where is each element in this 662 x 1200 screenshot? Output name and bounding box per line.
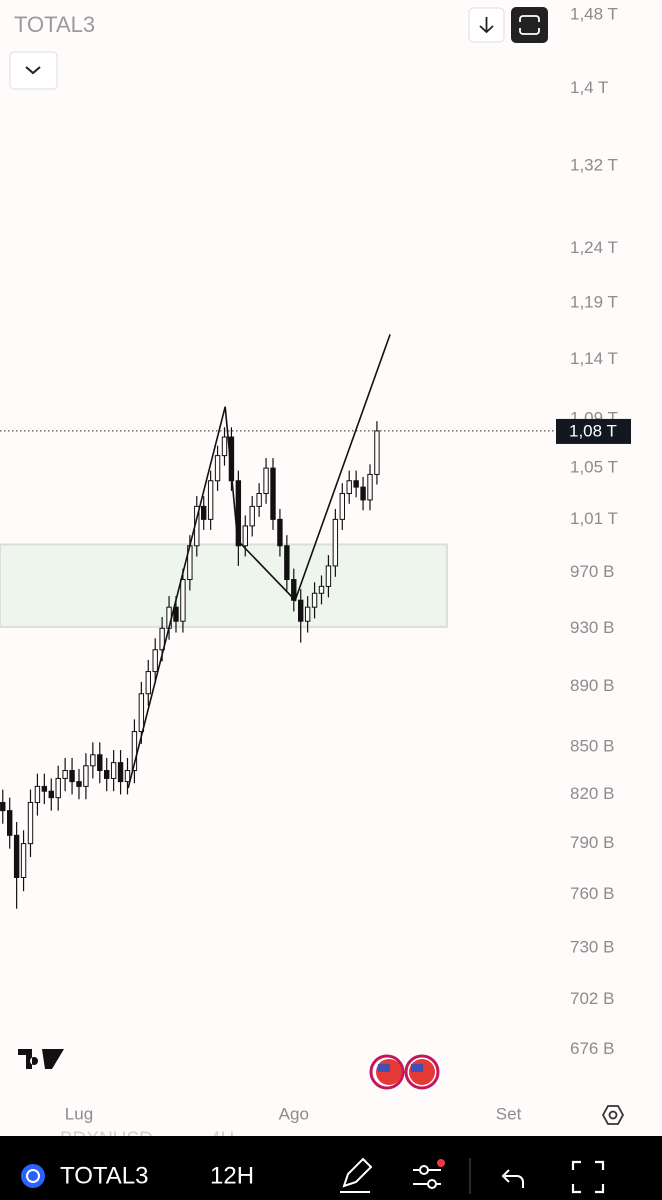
candle-body: [249, 505, 255, 527]
y-tick-label: 930 B: [570, 618, 614, 637]
candle-body: [55, 777, 61, 799]
tradingview-logo: [18, 1049, 64, 1069]
candle-body: [145, 671, 151, 695]
candle-body: [159, 627, 165, 651]
y-tick-label: 850 B: [570, 736, 614, 755]
candle-body: [76, 781, 82, 787]
candle-body: [62, 770, 68, 779]
candle-body: [339, 492, 345, 520]
y-tick-label: 1,14 T: [570, 349, 618, 368]
symbol-label: TOTAL3: [14, 12, 95, 37]
support-zone: [0, 543, 448, 628]
candle-body: [242, 525, 248, 547]
candle-body: [367, 473, 373, 501]
candle-body: [97, 754, 103, 772]
y-tick-label: 1,19 T: [570, 292, 618, 311]
candle-body: [214, 455, 221, 482]
candle-body: [83, 765, 89, 787]
y-tick-label: 1,05 T: [570, 458, 618, 477]
y-tick-label: 760 B: [570, 884, 614, 903]
y-tick-label: 970 B: [570, 562, 614, 581]
candle-body: [27, 802, 34, 845]
dropdown-button[interactable]: [9, 51, 58, 90]
x-tick-label: Ago: [279, 1104, 309, 1123]
candle-body: [138, 693, 145, 733]
y-tick-label: 702 B: [570, 989, 614, 1008]
y-tick-label: 1,32 T: [570, 156, 618, 175]
candle-body: [0, 802, 6, 812]
download-button[interactable]: [468, 7, 505, 43]
candle-body: [235, 480, 242, 547]
candle-body: [353, 480, 359, 488]
settings-button[interactable]: [601, 1105, 625, 1125]
candle-body: [104, 770, 110, 779]
candle-body: [201, 505, 207, 520]
toolbar-interval[interactable]: 12H: [210, 1162, 254, 1189]
candle-body: [360, 486, 366, 501]
candle-body: [173, 606, 179, 622]
candle-body: [284, 545, 290, 581]
candle-body: [270, 467, 276, 520]
event-flags[interactable]: [369, 1054, 440, 1090]
fullscreen-button[interactable]: [511, 7, 548, 43]
y-tick-label: 730 B: [570, 937, 614, 956]
candle-body: [304, 606, 311, 622]
candle-body: [110, 762, 117, 779]
candle-body: [277, 518, 283, 547]
candle-body: [20, 843, 27, 878]
candle-body: [7, 810, 13, 836]
candle-body: [374, 430, 380, 475]
last-price-label: 1,08 T: [569, 421, 617, 440]
undo-button[interactable]: [501, 1169, 524, 1188]
draw-button[interactable]: [340, 1157, 373, 1193]
candle-body: [207, 480, 214, 520]
plot: [0, 334, 555, 909]
toolbar-symbol[interactable]: TOTAL3: [60, 1162, 148, 1189]
candle-body: [318, 585, 325, 594]
candle-body: [152, 649, 158, 673]
candle-body: [48, 790, 54, 799]
candle-body: [298, 599, 304, 622]
candle-body: [34, 785, 41, 804]
candle-body: [221, 436, 228, 457]
candle-body: [41, 785, 48, 792]
candle-body: [13, 834, 20, 878]
y-tick-label: 1,48 T: [570, 5, 618, 24]
candle-body: [69, 770, 75, 783]
fullscreen-toggle[interactable]: [571, 1160, 605, 1194]
y-tick-label: 790 B: [570, 833, 614, 852]
symbol-icon: [21, 1164, 45, 1188]
candle-body: [124, 770, 131, 783]
bottom-toolbar: [0, 1136, 662, 1200]
y-tick-label: 1,24 T: [570, 238, 618, 257]
candle-body: [180, 579, 186, 622]
candle-body: [90, 754, 96, 767]
y-tick-label: 1,01 T: [570, 509, 618, 528]
y-tick-label: 820 B: [570, 784, 614, 803]
candle-body: [131, 731, 138, 772]
candle-body: [263, 467, 269, 494]
candle-body: [311, 592, 318, 608]
candle-body: [256, 492, 262, 507]
trend-drawing: [127, 334, 391, 789]
y-tick-label: 890 B: [570, 676, 614, 695]
candle-body: [332, 518, 339, 567]
x-tick-label: Set: [496, 1104, 522, 1123]
candle-body: [346, 480, 352, 494]
candle-body: [325, 565, 332, 587]
y-tick-label: 1,4 T: [570, 78, 608, 97]
candle-body: [117, 762, 124, 783]
indicators-button[interactable]: [413, 1159, 445, 1189]
candle-body: [291, 579, 297, 601]
y-tick-label: 676 B: [570, 1039, 614, 1058]
x-tick-label: Lug: [65, 1104, 93, 1123]
last-price-tag: [556, 418, 631, 444]
